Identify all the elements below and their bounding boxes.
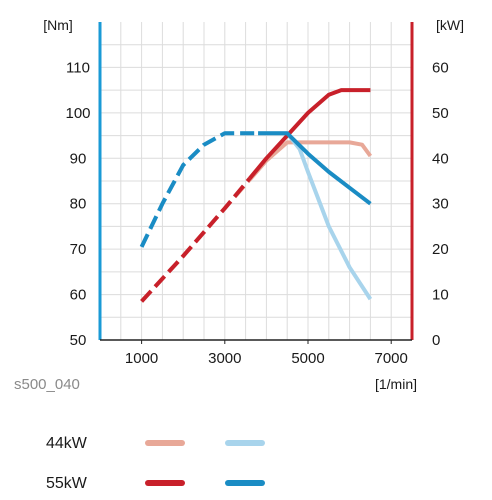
legend: 44kW 55kW (46, 435, 265, 492)
y-left-tick-label: 60 (70, 287, 87, 304)
series-line-55kw-power-solid (248, 88, 371, 180)
x-tick-label: 5000 (291, 350, 324, 367)
legend-label-44kw: 44kW (46, 435, 88, 452)
y-left-tick-label: 50 (70, 332, 87, 349)
grid (100, 22, 412, 340)
y-left-tick-label: 90 (70, 150, 87, 167)
y-right-unit-label: [kW] (436, 17, 464, 33)
series-line-55kw-power-dashed (140, 177, 252, 303)
x-unit-label: [1/min] (375, 376, 417, 392)
y-right-tick-label: 20 (432, 241, 449, 258)
y-right-tick-label: 0 (432, 332, 440, 349)
series-line-55kw-torque-dashed (139, 131, 259, 248)
figure-code: s500_040 (14, 376, 80, 393)
series (139, 88, 373, 303)
y-left-tick-label: 110 (66, 59, 90, 76)
y-right-tick-label: 40 (432, 150, 449, 167)
x-tick-label: 1000 (125, 350, 158, 367)
y-left-tick-label: 100 (65, 105, 90, 122)
x-tick-label: 3000 (208, 350, 241, 367)
legend-label-55kw: 55kW (46, 475, 88, 492)
y-left-tick-label: 80 (70, 196, 87, 213)
series-line-44kw-power-solid (248, 140, 373, 181)
y-right-tick-label: 30 (432, 196, 449, 213)
y-right-tick-label: 10 (432, 287, 449, 304)
axes (98, 22, 414, 341)
y-right-tick-label: 60 (432, 59, 449, 76)
x-tick-label: 7000 (375, 350, 408, 367)
tick-labels: 1000 3000 5000 7000 50 60 70 80 90 100 110 0 10 20 30 4… (65, 59, 448, 367)
y-right-tick-label: 50 (432, 105, 449, 122)
series-line-55kw-torque-solid (258, 131, 372, 206)
y-left-tick-label: 70 (70, 241, 87, 258)
y-left-unit-label: [Nm] (43, 17, 73, 33)
